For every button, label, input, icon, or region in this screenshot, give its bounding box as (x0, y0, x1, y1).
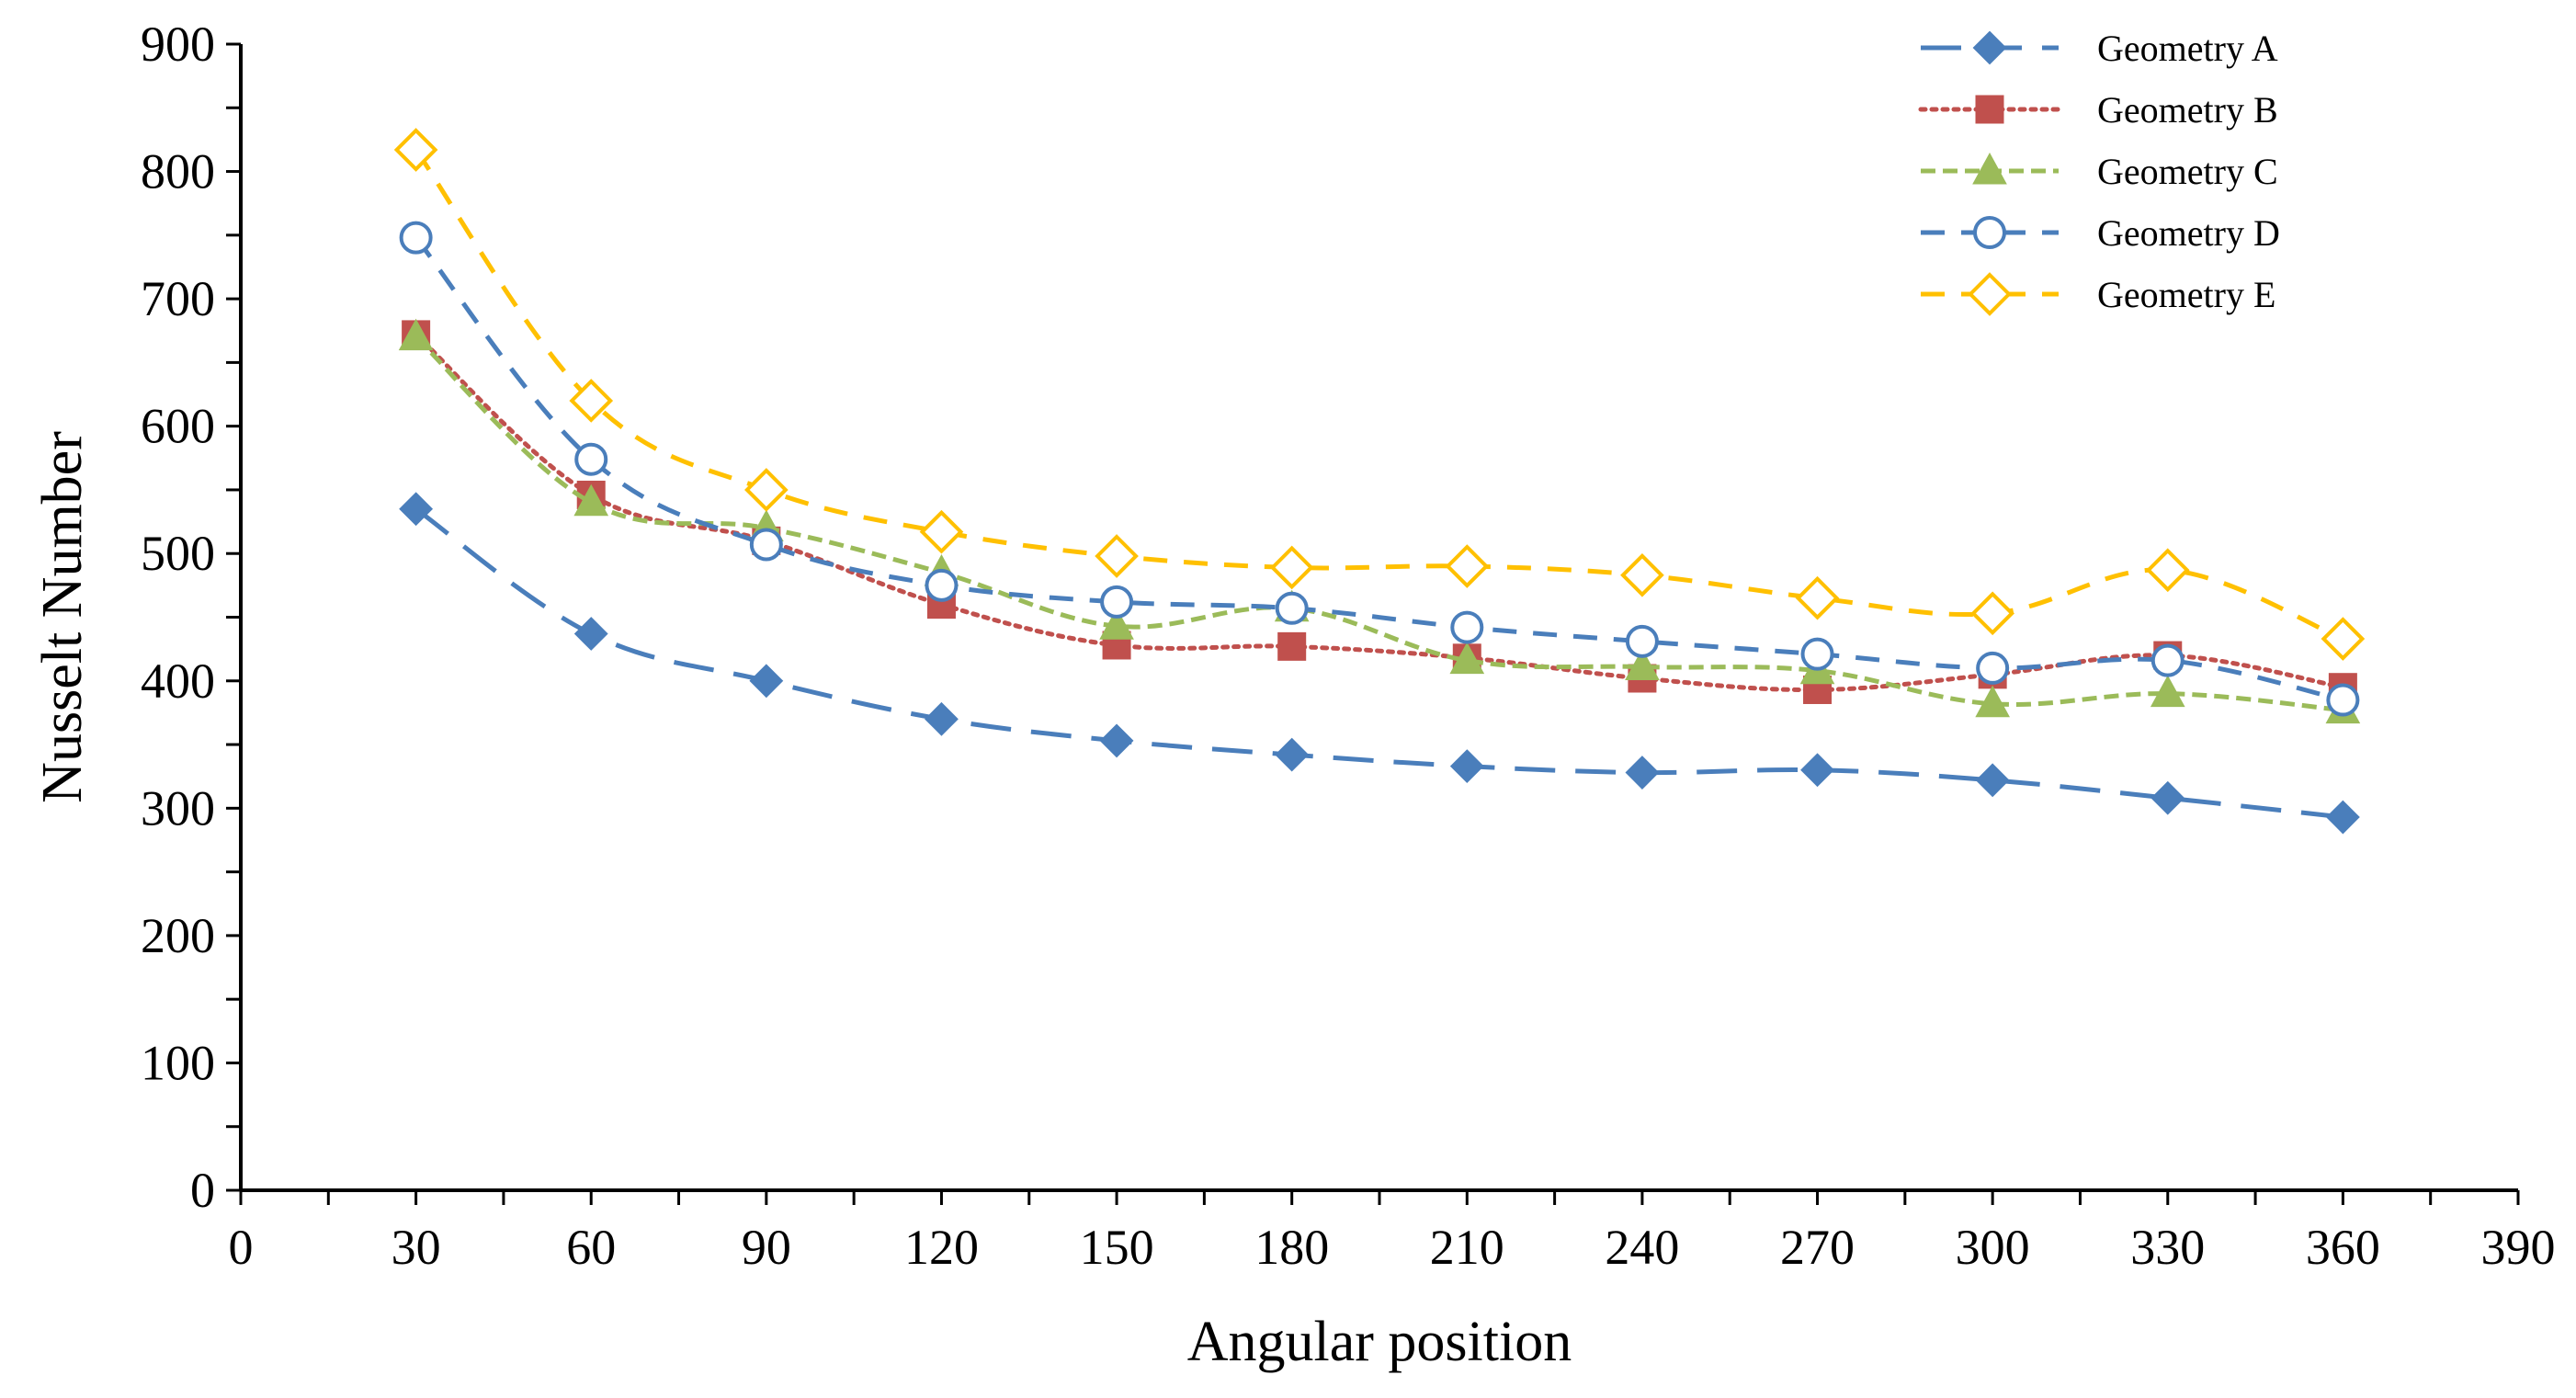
series-layer (393, 128, 2366, 835)
data-point-geometry-a (2325, 800, 2360, 835)
data-point-geometry-d (1976, 651, 2010, 685)
x-tick-label: 150 (1080, 1220, 1154, 1275)
y-tick-label: 900 (141, 17, 215, 72)
data-point-geometry-e (2145, 548, 2190, 593)
legend-label: Geometry B (2097, 89, 2278, 131)
legend-item-geometry-e: Geometry E (1921, 272, 2275, 316)
data-point-geometry-c (573, 483, 609, 517)
x-ticks: 0 30 60 90 120 150 180 210 240 270 300 330 360 390 (229, 1190, 2556, 1275)
y-tick-label: 200 (141, 908, 215, 963)
y-tick-label: 800 (141, 144, 215, 199)
data-point-geometry-a (1800, 753, 1834, 788)
data-point-geometry-a (1449, 749, 1484, 784)
data-point-geometry-d (1100, 585, 1134, 619)
x-tick-label: 0 (229, 1220, 254, 1275)
legend-marker (1972, 152, 2007, 185)
legend-marker (1972, 30, 2007, 65)
legend-marker (1968, 272, 2012, 316)
legend-item-geometry-d: Geometry D (1921, 212, 2280, 254)
data-point-geometry-d (925, 568, 959, 602)
series-geometry-d (399, 221, 2360, 717)
data-point-geometry-a (1975, 763, 2010, 798)
data-point-geometry-a (925, 701, 959, 736)
legend-label: Geometry A (2097, 28, 2278, 69)
data-point-geometry-c (1449, 642, 1485, 675)
x-tick-label: 330 (2130, 1220, 2205, 1275)
data-point-geometry-d (1625, 624, 1659, 658)
legend-label: Geometry C (2097, 151, 2278, 192)
legend: Geometry A Geometry B Geometry C Geometry D… (1918, 28, 2280, 316)
x-tick-label: 120 (904, 1220, 979, 1275)
data-point-geometry-e (1795, 575, 1840, 620)
legend-marker (1975, 95, 2004, 124)
y-ticks: 0 100 200 300 400 500 600 700 800 900 (141, 17, 241, 1218)
data-point-geometry-a (2150, 780, 2185, 815)
x-tick-label: 210 (1430, 1220, 1504, 1275)
series-geometry-a (399, 492, 2360, 835)
data-point-geometry-c (398, 318, 434, 351)
y-tick-label: 100 (141, 1035, 215, 1090)
data-point-geometry-d (574, 442, 608, 476)
x-tick-label: 240 (1605, 1220, 1679, 1275)
data-point-geometry-e (919, 509, 964, 554)
data-point-geometry-d (1275, 591, 1309, 625)
data-point-geometry-c (1099, 608, 1134, 640)
data-point-geometry-a (1275, 737, 1310, 772)
y-tick-label: 0 (190, 1163, 215, 1218)
data-point-geometry-e (1445, 544, 1490, 588)
data-point-geometry-c (1975, 685, 2010, 718)
x-tick-label: 60 (566, 1220, 616, 1275)
y-tick-label: 700 (141, 271, 215, 326)
x-tick-label: 300 (1956, 1220, 2030, 1275)
data-point-geometry-e (1620, 552, 1664, 597)
data-point-geometry-d (2326, 683, 2360, 717)
series-geometry-b (402, 320, 2357, 704)
legend-label: Geometry E (2097, 274, 2275, 315)
data-point-geometry-e (2321, 617, 2366, 661)
series-geometry-e (393, 128, 2366, 661)
data-point-geometry-d (749, 528, 783, 562)
data-point-geometry-e (1095, 534, 1139, 578)
x-tick-label: 270 (1780, 1220, 1855, 1275)
data-point-geometry-a (1625, 756, 1660, 790)
series-line-geometry-a (414, 506, 2343, 820)
data-point-geometry-e (744, 468, 789, 512)
y-tick-label: 400 (141, 654, 215, 709)
x-tick-label: 90 (742, 1220, 791, 1275)
data-point-geometry-c (1625, 648, 1660, 681)
data-point-geometry-d (1450, 610, 1484, 644)
data-point-geometry-e (569, 379, 614, 423)
data-point-geometry-d (2150, 643, 2184, 677)
legend-item-geometry-b: Geometry B (1918, 89, 2278, 131)
data-point-geometry-e (1269, 545, 1314, 590)
legend-item-geometry-a: Geometry A (1921, 28, 2278, 69)
y-axis-title: Nusselt Number (31, 431, 94, 803)
legend-marker (1973, 216, 2006, 249)
x-tick-label: 30 (392, 1220, 441, 1275)
data-point-geometry-b (1277, 631, 1307, 661)
data-point-geometry-a (1099, 723, 1134, 758)
data-point-geometry-d (1800, 637, 1834, 671)
legend-label: Geometry D (2097, 212, 2280, 254)
x-axis-title: Angular position (1187, 1311, 1572, 1373)
x-tick-label: 390 (2481, 1220, 2556, 1275)
data-point-geometry-e (393, 128, 438, 172)
y-tick-label: 300 (141, 780, 215, 835)
x-tick-label: 180 (1254, 1220, 1329, 1275)
series-line-geometry-e (414, 148, 2344, 642)
data-point-geometry-a (399, 492, 434, 527)
y-tick-label: 500 (141, 526, 215, 581)
axes: 0 30 60 90 120 150 180 210 240 270 300 330 360 390 0 1… (141, 17, 2556, 1275)
data-point-geometry-e (1970, 591, 2014, 636)
data-point-geometry-a (573, 617, 608, 651)
series-line-geometry-d (414, 236, 2343, 702)
x-tick-label: 360 (2306, 1220, 2380, 1275)
series-line-geometry-b (414, 332, 2345, 693)
data-point-geometry-c (2150, 675, 2185, 708)
legend-item-geometry-c: Geometry C (1921, 151, 2278, 192)
data-point-geometry-d (399, 221, 433, 255)
y-tick-label: 600 (141, 399, 215, 454)
data-point-geometry-a (749, 664, 784, 699)
